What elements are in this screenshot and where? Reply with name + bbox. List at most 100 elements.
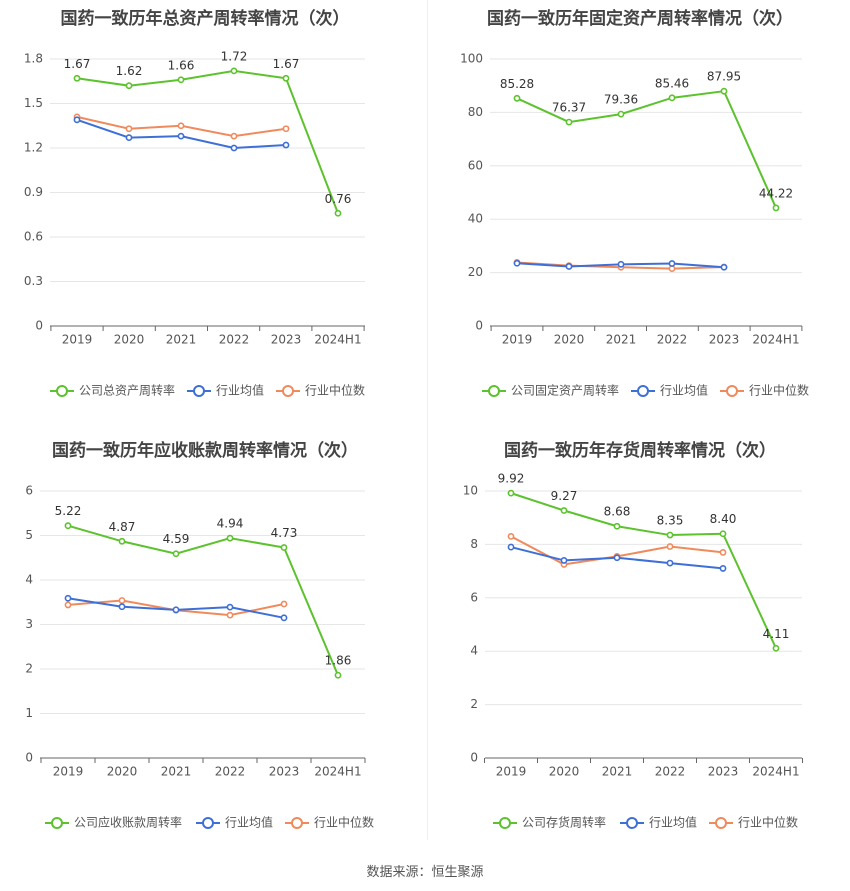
x-tick-label: 2021 <box>161 765 192 779</box>
data-point-company <box>772 644 780 652</box>
data-label: 4.87 <box>109 520 136 534</box>
data-point-industry-avg <box>720 263 728 271</box>
y-tick-label: 4 <box>25 573 33 587</box>
legend-marker <box>51 817 63 829</box>
x-tick-label: 2023 <box>269 765 300 779</box>
y-tick-label: 100 <box>460 52 483 66</box>
data-point-industry-avg <box>565 263 573 270</box>
legend-label: 行业中位数 <box>749 383 809 398</box>
legend-item-company: 公司固定资产周转率 <box>482 383 619 398</box>
data-point-company <box>668 94 676 102</box>
data-label: 8.35 <box>657 514 684 528</box>
data-point-industry-avg <box>613 554 621 562</box>
legend-item-company: 公司存货周转率 <box>493 815 606 830</box>
legend-item-industry-median: 行业中位数 <box>276 383 365 398</box>
legend-item-industry-avg: 行业均值 <box>187 383 264 398</box>
data-point-industry-avg <box>282 141 290 149</box>
y-tick-label: 1 <box>25 706 33 720</box>
legend-label: 公司应收账款周转率 <box>74 815 182 830</box>
data-point-company <box>666 531 674 539</box>
data-label: 85.46 <box>655 76 689 90</box>
data-label: 4.73 <box>271 526 298 540</box>
data-point-industry-avg <box>73 116 81 124</box>
x-tick-label: 2021 <box>606 333 637 347</box>
data-source-note: 数据来源：恒生聚源 <box>366 865 484 880</box>
y-tick-label: 10 <box>463 484 478 498</box>
y-tick-label: 5 <box>25 528 33 542</box>
data-label: 1.62 <box>116 64 143 78</box>
panel-divider <box>427 0 428 840</box>
x-tick-label: 2022 <box>219 333 250 347</box>
data-label: 4.59 <box>163 532 190 546</box>
data-point-company <box>282 74 290 82</box>
legend-item-industry-median: 行业中位数 <box>720 383 809 398</box>
data-label: 1.66 <box>168 58 195 72</box>
x-tick-label: 2024H1 <box>314 765 361 779</box>
data-point-industry-avg <box>230 144 238 152</box>
data-label: 5.22 <box>55 504 82 518</box>
legend-label: 行业均值 <box>225 815 273 830</box>
x-tick-label: 2021 <box>166 333 197 347</box>
data-point-industry-avg <box>177 132 185 140</box>
series-line-company <box>76 69 339 214</box>
data-point-industry-avg <box>118 603 126 611</box>
data-point-industry-median <box>177 122 185 130</box>
data-label: 1.86 <box>325 654 352 668</box>
data-label: 79.36 <box>604 93 638 107</box>
y-tick-label: 0 <box>25 751 33 765</box>
x-tick-label: 2020 <box>107 765 138 779</box>
chart-3: 国药一致历年应收账款周转率情况（次） 0 1 2 3 4 5 6 2019 2020 2021 202… <box>25 440 374 830</box>
data-point-industry-avg <box>64 594 72 602</box>
data-point-industry-median <box>226 611 234 619</box>
data-point-industry-avg <box>666 559 674 567</box>
data-point-industry-median <box>118 597 126 604</box>
data-point-company <box>177 76 185 84</box>
x-tick-label: 2020 <box>114 333 145 347</box>
x-tick-label: 2023 <box>271 333 302 347</box>
legend-label: 公司存货周转率 <box>522 815 606 830</box>
y-tick-label: 1.2 <box>24 141 43 155</box>
legend-marker <box>202 817 214 829</box>
y-tick-label: 0.9 <box>24 185 43 199</box>
data-point-industry-median <box>230 132 238 140</box>
legend-label: 行业均值 <box>649 815 697 830</box>
legend-label: 行业中位数 <box>738 815 798 830</box>
y-tick-label: 4 <box>470 644 478 658</box>
data-label: 87.95 <box>707 70 741 84</box>
data-point-industry-avg <box>226 603 234 611</box>
legend-label: 公司固定资产周转率 <box>511 383 619 398</box>
data-point-company <box>719 530 727 538</box>
data-point-industry-avg <box>513 259 521 267</box>
data-label: 4.11 <box>763 627 790 641</box>
legend-label: 行业均值 <box>660 383 708 398</box>
data-label: 9.92 <box>498 472 525 486</box>
x-tick-label: 2019 <box>53 765 84 779</box>
legend-item-company: 公司应收账款周转率 <box>45 815 182 830</box>
legend-marker <box>291 817 303 829</box>
data-label: 4.94 <box>217 517 244 531</box>
data-point-industry-median <box>666 543 674 550</box>
data-point-company <box>565 118 573 126</box>
y-tick-label: 0.6 <box>24 230 43 244</box>
data-point-company <box>118 537 126 545</box>
charts-canvas: 国药一致历年总资产周转率情况（次）00.30.60.91.21.51.82019… <box>24 8 809 830</box>
data-point-industry-avg <box>617 260 625 268</box>
data-point-company <box>507 489 515 497</box>
x-tick-label: 2020 <box>549 765 580 779</box>
data-point-company <box>720 87 728 95</box>
x-tick-label: 2023 <box>709 333 740 347</box>
chart-2: 国药一致历年固定资产周转率情况（次） 0 20 40 60 80 100 2019 2020 20… <box>460 8 809 398</box>
x-tick-label: 2019 <box>502 333 533 347</box>
data-point-company <box>560 507 568 514</box>
legend-item-industry-avg: 行业均值 <box>620 815 697 830</box>
data-point-company <box>230 67 238 75</box>
legend-label: 行业中位数 <box>305 383 365 398</box>
data-label: 0.76 <box>325 192 352 206</box>
data-point-industry-avg <box>280 614 288 622</box>
data-point-company <box>334 209 342 217</box>
data-label: 1.67 <box>273 57 300 71</box>
legend-label: 行业中位数 <box>314 815 374 830</box>
legend-marker <box>499 817 511 829</box>
data-point-industry-median <box>64 601 72 609</box>
x-tick-label: 2024H1 <box>752 333 799 347</box>
